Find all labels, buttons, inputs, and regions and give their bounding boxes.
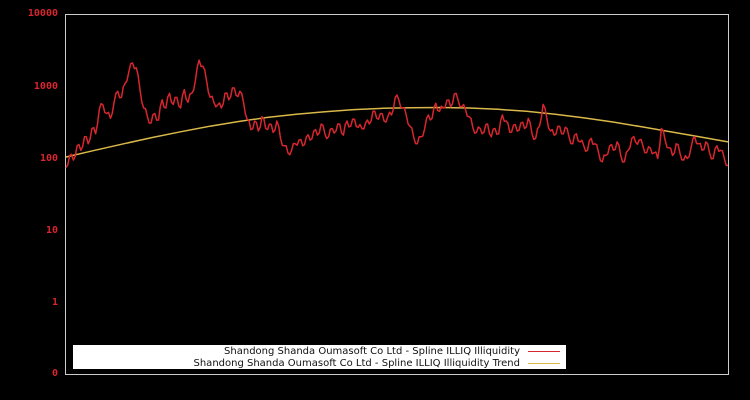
illiquidity-series-line <box>65 59 729 168</box>
legend-item-illiquidity: Shandong Shanda Oumasoft Co Ltd - Spline… <box>224 345 560 357</box>
y-tick-label: 1000 <box>33 81 58 92</box>
legend-label: Shandong Shanda Oumasoft Co Ltd - Spline… <box>224 345 520 357</box>
y-tick-label: 100 <box>39 153 58 164</box>
plot-frame <box>65 14 729 375</box>
legend-item-trend: Shandong Shanda Oumasoft Co Ltd - Spline… <box>193 357 560 369</box>
y-tick-label: 10 <box>45 225 58 236</box>
legend-swatch-gold <box>528 362 560 364</box>
legend-label: Shandong Shanda Oumasoft Co Ltd - Spline… <box>193 357 521 369</box>
y-tick-label: 0 <box>51 368 58 379</box>
legend-swatch-red <box>528 350 560 352</box>
chart-legend: Shandong Shanda Oumasoft Co Ltd - Spline… <box>73 345 566 369</box>
trend-series-line <box>65 106 729 158</box>
y-tick-label: 10000 <box>27 8 58 19</box>
y-tick-label: 1 <box>51 297 58 308</box>
